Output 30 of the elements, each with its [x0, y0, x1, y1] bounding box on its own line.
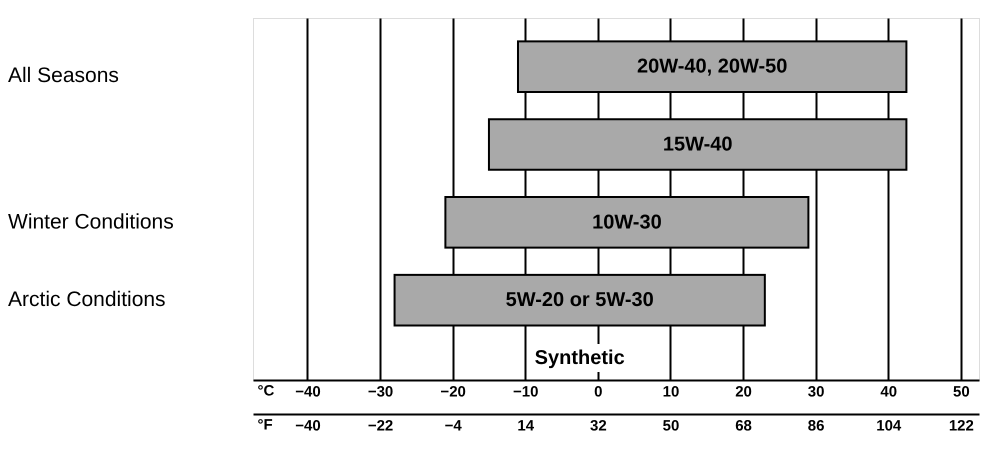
x-tick-label: 30	[808, 384, 824, 400]
x2-tick-label: 32	[590, 418, 607, 434]
x2-tick-label: 104	[876, 418, 902, 434]
x-tick-label: −40	[295, 384, 321, 400]
annotation: Synthetic	[534, 347, 625, 369]
x-axis-title: °C	[258, 382, 274, 400]
x2-tick-label: −4	[444, 418, 462, 434]
x2-tick-label: 122	[948, 418, 974, 434]
x-tick-label: −20	[440, 384, 466, 400]
series-label: 10W-30	[592, 211, 662, 234]
x2-tick-label: 14	[517, 418, 535, 434]
series-label: 5W-20 or 5W-30	[506, 289, 654, 312]
series-label: 15W-40	[662, 134, 732, 156]
x-tick-label: 40	[880, 384, 898, 400]
x2-tick-label: −40	[295, 418, 321, 434]
y-tick-label: All Seasons	[8, 64, 119, 87]
y-tick-label: Arctic Conditions	[8, 288, 166, 312]
series-label: 20W-40, 20W-50	[637, 56, 788, 78]
x2-tick-label: 86	[808, 418, 824, 434]
x-tick-label: 50	[953, 384, 970, 400]
y-tick-label: Winter Conditions	[8, 210, 174, 234]
x-tick-label: 20	[735, 384, 752, 400]
x2-tick-label: −22	[368, 418, 394, 434]
x2-tick-label: 68	[735, 418, 752, 434]
x2-tick-label: 50	[662, 418, 680, 434]
x2-axis-title: °F	[258, 416, 273, 434]
x-tick-label: 10	[662, 384, 680, 400]
x-tick-label: −10	[513, 384, 538, 400]
x-tick-label: 0	[594, 384, 603, 400]
x-tick-label: −30	[368, 384, 394, 400]
